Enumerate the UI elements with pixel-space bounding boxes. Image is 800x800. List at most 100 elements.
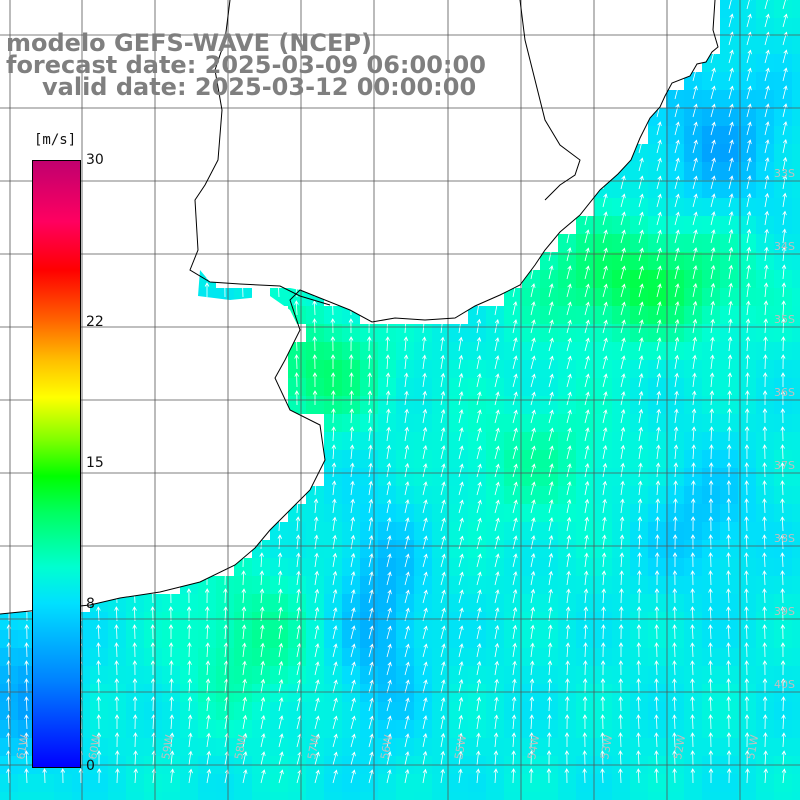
wind-arrow [404, 768, 410, 784]
lon-label: 60W [86, 734, 103, 761]
wind-arrow [762, 534, 767, 550]
wind-arrow [620, 193, 626, 208]
wind-arrow [690, 696, 695, 712]
wind-arrow [620, 265, 626, 280]
wind-arrow [422, 499, 428, 514]
wind-arrow [673, 516, 678, 532]
wind-speed-cell [792, 774, 800, 792]
wind-arrow [638, 229, 644, 244]
wind-arrow [242, 714, 248, 730]
wind-arrow [512, 301, 518, 316]
wind-arrow [278, 697, 284, 712]
wind-arrow [708, 462, 714, 478]
wind-arrow [314, 751, 320, 766]
wind-arrow [278, 715, 284, 730]
wind-arrow [350, 661, 356, 676]
wind-arrow [692, 318, 698, 334]
wind-arrow [476, 481, 482, 496]
wind-arrow [584, 409, 590, 424]
wind-arrow [404, 426, 409, 442]
wind-arrow [422, 481, 428, 496]
wind-arrow [672, 732, 677, 748]
wind-arrow [637, 498, 643, 514]
wind-arrow [422, 372, 427, 388]
wind-arrow [512, 481, 518, 496]
wind-arrow [728, 175, 734, 190]
wind-arrow [744, 696, 750, 712]
wind-arrow [114, 642, 119, 658]
wind-arrow [674, 354, 680, 370]
lat-label: 39S [774, 605, 795, 618]
wind-arrow [709, 390, 715, 406]
wind-arrow [744, 516, 749, 532]
wind-arrow [187, 714, 193, 730]
wind-arrow [150, 642, 156, 658]
wind-arrow [458, 661, 464, 676]
wind-arrow [745, 750, 750, 766]
wind-arrow [566, 247, 572, 262]
wind-arrow [150, 660, 156, 675]
wind-arrow [493, 732, 499, 748]
wind-arrow [692, 336, 697, 352]
wind-speed-cell [18, 792, 36, 800]
wind-arrow [223, 660, 229, 676]
wind-arrow [386, 697, 392, 712]
colorbar-tick-8: 8 [86, 596, 95, 613]
wind-arrow [422, 643, 428, 658]
wind-arrow [637, 480, 643, 496]
wind-arrow [726, 642, 731, 658]
wind-speed-cell [792, 162, 800, 180]
wind-arrow [618, 624, 624, 640]
wind-speed-cell [792, 702, 800, 720]
wind-arrow [259, 588, 265, 604]
wind-arrow [691, 390, 697, 406]
wind-arrow [132, 714, 138, 730]
wind-speed-cell [792, 540, 800, 558]
wind-arrow [187, 660, 192, 676]
wind-arrow [763, 336, 768, 352]
wind-arrow [782, 228, 787, 244]
wind-arrow [655, 480, 661, 496]
wind-arrow [350, 625, 356, 640]
wind-arrow [620, 283, 626, 298]
wind-arrow [312, 390, 318, 405]
wind-arrow [330, 354, 336, 369]
wind-arrow [654, 588, 660, 604]
wind-arrow [114, 660, 119, 676]
wind-arrow [727, 354, 733, 370]
wind-arrow [512, 355, 518, 370]
wind-arrow [708, 516, 714, 532]
wind-arrow [709, 426, 714, 442]
wind-arrow [656, 193, 662, 208]
wind-arrow [494, 553, 500, 568]
wind-arrow [566, 373, 572, 388]
wind-arrow [566, 481, 572, 496]
wind-arrow [332, 498, 337, 514]
wind-arrow [726, 480, 732, 496]
wind-arrow [114, 678, 120, 694]
wind-arrow [654, 696, 659, 712]
wind-arrow [476, 732, 481, 748]
wind-arrow [24, 624, 30, 640]
wind-arrow [404, 751, 410, 766]
wind-arrow [494, 535, 500, 550]
wind-arrow [636, 642, 642, 658]
wind-speed-cell [216, 792, 234, 800]
wind-arrow [422, 426, 428, 442]
wind-arrow [422, 589, 428, 604]
wind-speed-cell [792, 72, 800, 90]
wind-arrow [674, 211, 680, 226]
wind-arrow [672, 570, 678, 586]
wind-arrow [458, 445, 464, 460]
wind-arrow [638, 139, 644, 154]
wind-arrow [547, 660, 553, 676]
wind-arrow [295, 534, 301, 550]
wind-arrow [746, 175, 752, 190]
wind-arrow [638, 211, 644, 226]
wind-arrow [458, 535, 464, 550]
wind-arrow [512, 571, 518, 586]
wind-speed-cell [378, 792, 396, 800]
wind-arrow [692, 193, 698, 208]
wind-arrow [440, 535, 446, 550]
wind-arrow [654, 750, 659, 766]
